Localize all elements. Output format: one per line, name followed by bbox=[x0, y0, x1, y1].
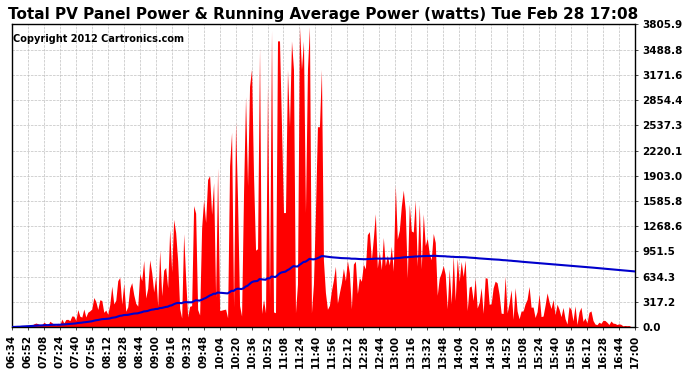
Title: Total PV Panel Power & Running Average Power (watts) Tue Feb 28 17:08: Total PV Panel Power & Running Average P… bbox=[8, 7, 638, 22]
Text: Copyright 2012 Cartronics.com: Copyright 2012 Cartronics.com bbox=[13, 34, 184, 44]
